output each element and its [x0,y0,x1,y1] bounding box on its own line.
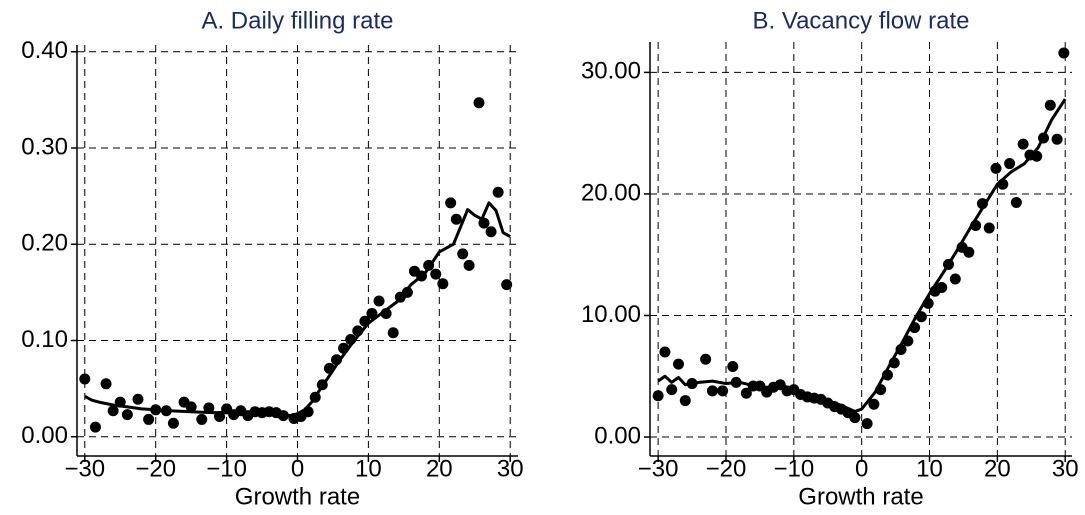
data-point [132,393,144,405]
x-tick-label: 20 [426,455,453,482]
x-tick-label: −20 [706,455,747,482]
data-point [963,246,975,258]
data-point [717,385,729,397]
x-tick-label: −10 [206,455,247,482]
data-point [672,358,684,370]
data-point [700,353,712,365]
x-tick-label: 10 [916,455,943,482]
data-point [990,162,1002,174]
data-point [740,387,752,399]
y-tick-label: 0.20 [21,230,68,257]
data-point [143,413,155,425]
data-point [868,398,880,410]
data-point [1051,133,1063,145]
data-point [463,259,475,271]
x-tick-label: 30 [497,455,524,482]
chart-title: B. Vacancy flow rate [753,7,970,34]
x-tick-label: −30 [64,455,105,482]
y-tick-label: 20.00 [581,179,641,206]
x-tick-label: 30 [1052,455,1079,482]
data-point [100,378,112,390]
y-tick-label: 0.30 [21,133,68,160]
data-point [861,418,873,430]
data-point [1010,196,1022,208]
data-point [457,248,469,260]
x-tick-label: 0 [855,455,868,482]
data-point [1058,47,1070,59]
data-point [1004,158,1016,170]
data-point [485,226,497,238]
data-point [727,361,739,373]
data-point [492,186,504,198]
data-point [401,286,413,298]
data-point [501,279,513,291]
y-tick-label: 0.00 [594,422,641,449]
data-point [437,278,449,290]
data-point [936,282,948,294]
data-point [430,268,442,280]
data-point [1044,99,1056,111]
data-point [185,401,197,413]
data-point [666,384,678,396]
y-tick-label: 10.00 [581,301,641,328]
x-tick-label: 10 [355,455,382,482]
x-tick-label: −20 [135,455,176,482]
data-point [167,417,179,429]
data-point [473,97,485,109]
data-line [84,201,511,418]
y-tick-label: 30.00 [581,58,641,85]
data-point [373,295,385,307]
y-tick-label: 0.10 [21,326,68,353]
data-point [366,308,378,320]
data-point [983,222,995,234]
data-point [1017,138,1029,150]
data-point [89,421,101,433]
data-point [652,390,664,402]
x-tick-label: 20 [984,455,1011,482]
data-point [121,409,133,421]
data-point [706,385,718,397]
chart-title: A. Daily filling rate [201,7,393,34]
data-point [107,405,119,417]
x-tick-label: −30 [638,455,679,482]
x-tick-label: 0 [291,455,304,482]
y-tick-label: 0.00 [21,422,68,449]
x-axis-label: Growth rate [798,483,923,510]
data-point [203,402,215,414]
data-point [849,412,861,424]
data-point [450,213,462,225]
data-point [445,197,457,209]
data-point [196,413,208,425]
y-tick-label: 0.40 [21,37,68,64]
x-tick-label: −10 [773,455,814,482]
data-point [679,395,691,407]
data-point [79,373,91,385]
x-axis-label: Growth rate [235,483,360,510]
data-point [387,327,399,339]
data-point [949,273,961,285]
data-line [657,98,1067,414]
data-point [659,346,671,358]
